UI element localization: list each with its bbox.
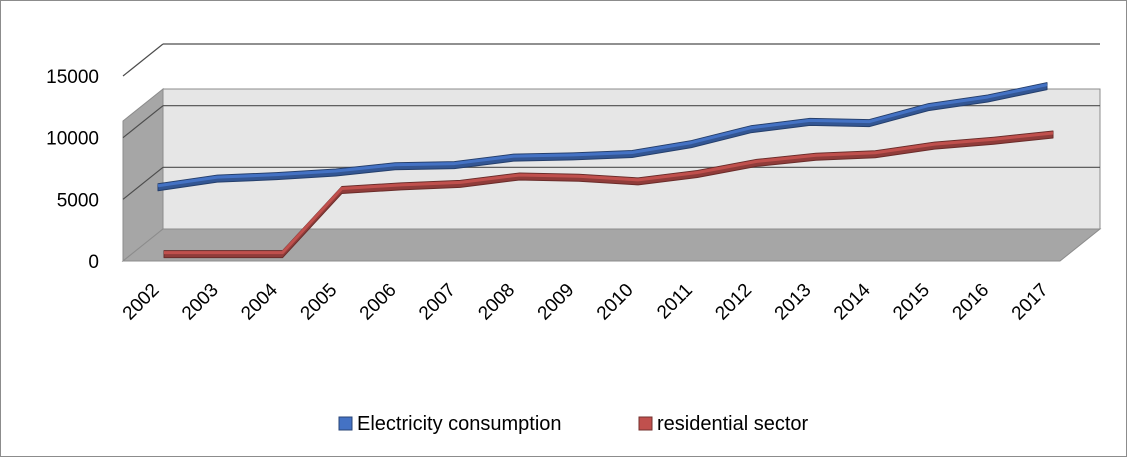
data-point xyxy=(868,121,871,124)
data-point xyxy=(340,188,343,191)
series-ribbon-residential-sector xyxy=(163,130,1054,259)
data-point xyxy=(696,172,699,175)
data-point xyxy=(992,139,995,142)
x-tick-label: 2007 xyxy=(415,280,460,325)
data-point xyxy=(222,252,225,255)
legend-swatch xyxy=(338,416,353,431)
data-point xyxy=(157,185,160,188)
y-tick-label: 0 xyxy=(88,252,99,273)
data-point xyxy=(394,164,397,167)
data-point xyxy=(400,184,403,187)
data-point xyxy=(874,152,877,155)
data-point xyxy=(690,142,693,145)
data-point xyxy=(749,127,752,130)
legend-label: Electricity consumption xyxy=(357,413,562,435)
data-point xyxy=(814,155,817,158)
x-tick-label: 2004 xyxy=(237,279,282,324)
series-ribbon-electricity-consumption xyxy=(157,82,1048,192)
x-tick-label: 2005 xyxy=(297,280,342,325)
x-axis-ticks: 2002 2003 2004 2005 2006 2007 2008 2009 2010 2011… xyxy=(119,279,1053,324)
data-point xyxy=(275,174,278,177)
series-line-residential-sector xyxy=(164,131,1054,255)
x-tick-label: 2008 xyxy=(474,280,519,325)
y-tick-label: 5000 xyxy=(57,190,99,211)
y-tick-label: 10000 xyxy=(46,129,99,150)
series-line-electricity-consumption xyxy=(157,83,1048,188)
series-layer xyxy=(157,82,1055,259)
x-tick-label: 2006 xyxy=(356,280,401,325)
gridline-side xyxy=(122,43,164,77)
data-point xyxy=(986,96,989,99)
data-point xyxy=(808,120,811,123)
data-point xyxy=(755,161,758,164)
data-point xyxy=(334,170,337,173)
x-tick-label: 2017 xyxy=(1008,280,1053,325)
floor xyxy=(121,228,1102,262)
x-tick-label: 2011 xyxy=(653,280,697,324)
x-tick-label: 2002 xyxy=(119,280,164,325)
data-point xyxy=(571,154,574,157)
x-tick-label: 2013 xyxy=(771,280,816,325)
x-tick-label: 2010 xyxy=(593,280,638,325)
x-tick-label: 2015 xyxy=(889,280,934,325)
legend-label: residential sector xyxy=(657,413,809,435)
data-point xyxy=(163,252,166,255)
data-point xyxy=(459,182,462,185)
data-point xyxy=(216,177,219,180)
y-axis-ticks: 0 5000 10000 15000 xyxy=(46,67,99,273)
data-point xyxy=(512,156,515,159)
back-wall xyxy=(162,88,1101,230)
y-tick-label: 15000 xyxy=(46,67,99,88)
x-tick-label: 2014 xyxy=(830,279,875,324)
data-point xyxy=(637,179,640,182)
data-point xyxy=(281,252,284,255)
x-tick-label: 2009 xyxy=(534,280,579,325)
gridline-side xyxy=(122,105,164,139)
data-point xyxy=(631,152,634,155)
data-point xyxy=(1046,84,1049,87)
data-point xyxy=(933,144,936,147)
x-tick-label: 2016 xyxy=(949,280,994,325)
x-tick-label: 2012 xyxy=(711,280,756,325)
data-point xyxy=(927,105,930,108)
legend-swatch xyxy=(638,416,653,431)
gridline-side xyxy=(122,166,164,200)
data-point xyxy=(1052,133,1055,136)
data-point xyxy=(518,174,521,177)
x-tick-label: 2003 xyxy=(178,280,223,325)
data-point xyxy=(577,176,580,179)
data-point xyxy=(453,163,456,166)
legend: Electricity consumption residential secto… xyxy=(338,413,809,435)
